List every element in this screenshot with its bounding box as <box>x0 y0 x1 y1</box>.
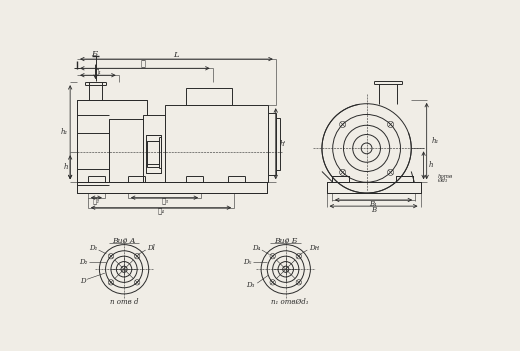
Bar <box>88 176 105 182</box>
Text: L: L <box>174 51 179 59</box>
Text: D₂: D₂ <box>80 258 88 266</box>
Bar <box>144 115 165 182</box>
Text: Б: Б <box>91 50 97 58</box>
Bar <box>146 134 161 173</box>
Bar <box>276 118 280 170</box>
Bar <box>165 105 268 182</box>
Text: D₁: D₁ <box>89 245 97 252</box>
Text: n₁ отвØd₁: n₁ отвØd₁ <box>271 298 308 306</box>
Text: Ød₃: Ød₃ <box>437 178 448 183</box>
Text: Вид А: Вид А <box>112 237 136 245</box>
Text: Вид Б: Вид Б <box>274 237 297 245</box>
Bar <box>77 100 147 182</box>
Bar <box>327 182 421 193</box>
Text: D₄: D₄ <box>252 245 261 252</box>
Text: h₁: h₁ <box>61 128 68 136</box>
Text: h: h <box>63 163 68 171</box>
Text: ℓ: ℓ <box>141 60 146 68</box>
Text: ℓ₁: ℓ₁ <box>94 67 101 75</box>
Text: hотв: hотв <box>437 174 453 179</box>
Bar <box>109 119 144 182</box>
Bar <box>186 176 203 182</box>
Text: D₃: D₃ <box>246 281 255 289</box>
Bar <box>186 88 232 105</box>
Text: D₅: D₅ <box>243 258 251 266</box>
Text: ℓ₂: ℓ₂ <box>93 197 100 205</box>
Text: n отв d: n отв d <box>110 298 138 306</box>
Text: h₁: h₁ <box>431 137 438 145</box>
Text: ℓ₃: ℓ₃ <box>161 197 168 205</box>
Bar <box>228 176 245 182</box>
Text: h': h' <box>280 140 286 148</box>
Text: Dl: Dl <box>147 245 155 252</box>
Bar <box>77 182 267 193</box>
Bar <box>332 176 349 182</box>
Text: ℓ₄: ℓ₄ <box>158 207 164 215</box>
Text: B: B <box>371 206 376 214</box>
Text: D: D <box>80 277 86 285</box>
Bar <box>396 176 413 182</box>
Bar <box>128 176 145 182</box>
Bar <box>147 141 159 167</box>
Bar <box>268 113 276 174</box>
Text: Dн: Dн <box>309 245 319 252</box>
Text: B₁: B₁ <box>370 200 378 208</box>
Text: h: h <box>428 161 433 169</box>
